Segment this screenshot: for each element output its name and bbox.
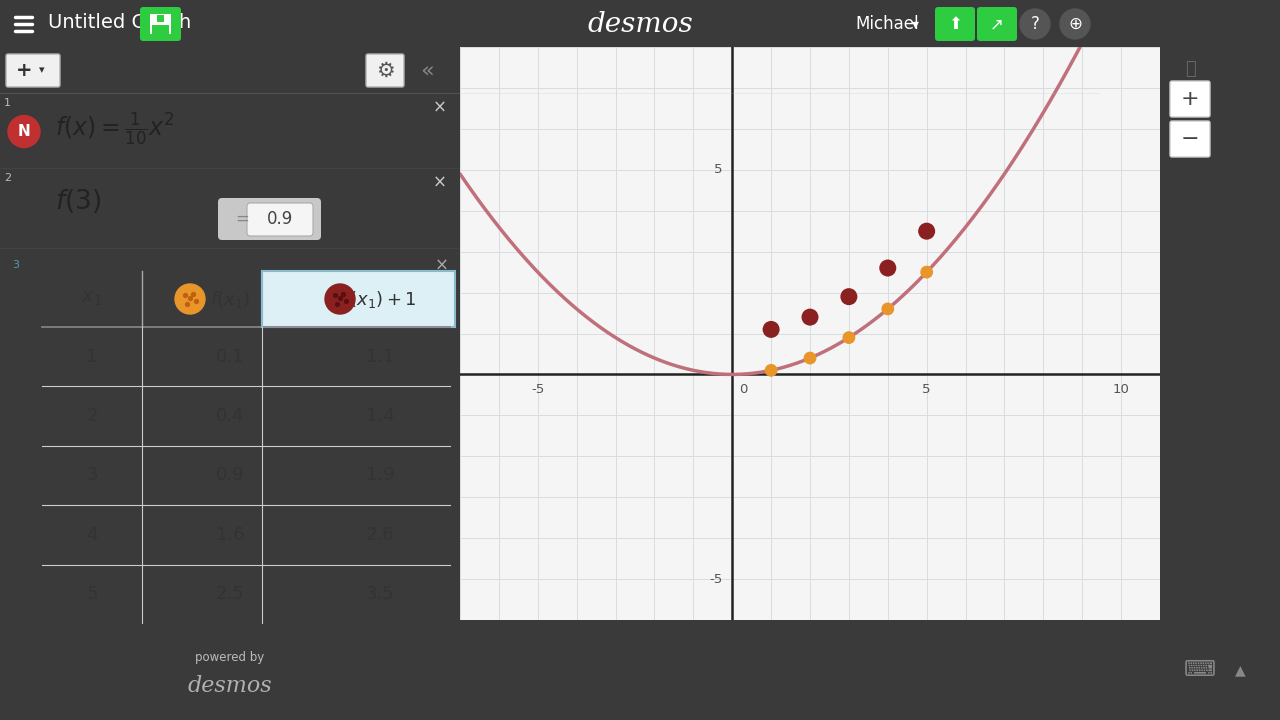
Text: 0.1: 0.1 <box>216 348 244 366</box>
Text: 2.6: 2.6 <box>366 526 394 544</box>
FancyBboxPatch shape <box>934 7 975 41</box>
Text: «: « <box>420 60 434 81</box>
Bar <box>262 271 454 327</box>
Point <box>916 266 937 278</box>
Point <box>800 352 820 364</box>
Text: −: − <box>1180 129 1199 149</box>
FancyBboxPatch shape <box>6 54 60 87</box>
Text: 1.1: 1.1 <box>366 348 394 366</box>
Text: 1.6: 1.6 <box>216 526 244 544</box>
Point <box>878 262 899 274</box>
Text: ▾: ▾ <box>911 17 919 31</box>
Text: ⚙: ⚙ <box>375 60 394 81</box>
Point <box>760 324 781 336</box>
Point <box>878 303 899 315</box>
Text: 1.4: 1.4 <box>366 407 394 425</box>
Bar <box>152 25 169 34</box>
Text: ⬆: ⬆ <box>948 15 963 33</box>
Text: 5: 5 <box>86 585 97 603</box>
Text: 1: 1 <box>86 348 97 366</box>
Text: +: + <box>1180 89 1199 109</box>
Text: +: + <box>15 61 32 80</box>
Text: ?: ? <box>1030 15 1039 33</box>
Circle shape <box>1020 9 1050 39</box>
Text: 5: 5 <box>923 384 931 397</box>
Point <box>800 311 820 323</box>
Text: $\mathit{x}_1$: $\mathit{x}_1$ <box>82 289 102 308</box>
Circle shape <box>8 115 40 148</box>
Text: 0: 0 <box>740 384 748 397</box>
Text: 2.5: 2.5 <box>215 585 244 603</box>
Text: 4: 4 <box>86 526 97 544</box>
Text: ▾: ▾ <box>40 66 45 76</box>
Text: 3.5: 3.5 <box>366 585 394 603</box>
Text: -5: -5 <box>531 384 544 397</box>
Text: 1: 1 <box>4 98 12 108</box>
Circle shape <box>1060 9 1091 39</box>
Text: ⌨: ⌨ <box>1184 660 1216 680</box>
FancyBboxPatch shape <box>1170 81 1210 117</box>
Text: $\mathit{f}(3)$: $\mathit{f}(3)$ <box>55 187 101 215</box>
Text: desmos: desmos <box>588 11 692 37</box>
Text: 3: 3 <box>86 467 97 485</box>
Bar <box>150 14 172 34</box>
Text: ×: × <box>433 99 447 117</box>
Text: =: = <box>236 210 248 228</box>
Circle shape <box>325 284 355 314</box>
FancyBboxPatch shape <box>1170 121 1210 157</box>
Text: 10: 10 <box>1112 384 1129 397</box>
Point <box>838 291 859 302</box>
Text: 0.9: 0.9 <box>216 467 244 485</box>
Point <box>760 364 781 376</box>
Text: 0.4: 0.4 <box>216 407 244 425</box>
Point <box>916 225 937 237</box>
Text: 3: 3 <box>13 260 19 270</box>
FancyBboxPatch shape <box>247 203 314 236</box>
Text: 🔧: 🔧 <box>1184 60 1196 78</box>
Text: 2: 2 <box>86 407 97 425</box>
Bar <box>157 15 164 22</box>
Text: 0.9: 0.9 <box>266 210 293 228</box>
Text: Michael: Michael <box>855 15 919 33</box>
Text: 2: 2 <box>4 173 12 183</box>
Text: $\mathit{f}(\mathit{x}) = \frac{1}{10}\mathit{x}^2$: $\mathit{f}(\mathit{x}) = \frac{1}{10}\m… <box>55 111 175 148</box>
Text: N: N <box>18 124 31 139</box>
FancyBboxPatch shape <box>366 54 404 87</box>
Text: -5: -5 <box>709 572 722 585</box>
Text: ▲: ▲ <box>1235 663 1245 677</box>
Text: $\mathit{f}(\mathit{x}_1)$: $\mathit{f}(\mathit{x}_1)$ <box>210 289 250 310</box>
Point <box>838 332 859 343</box>
Circle shape <box>175 284 205 314</box>
Text: desmos: desmos <box>188 675 273 698</box>
FancyBboxPatch shape <box>218 198 321 240</box>
FancyBboxPatch shape <box>140 7 180 41</box>
Text: ↗: ↗ <box>989 15 1004 33</box>
Text: $\mathit{f}(\mathit{x}_1)+1$: $\mathit{f}(\mathit{x}_1)+1$ <box>343 289 417 310</box>
Text: ⊕: ⊕ <box>1068 15 1082 33</box>
FancyBboxPatch shape <box>977 7 1018 41</box>
Text: 1.9: 1.9 <box>366 467 394 485</box>
Text: ×: × <box>435 257 449 275</box>
Text: ×: × <box>433 174 447 192</box>
Text: 5: 5 <box>714 163 722 176</box>
Text: Untitled Graph: Untitled Graph <box>49 14 191 32</box>
Text: powered by: powered by <box>196 651 265 664</box>
